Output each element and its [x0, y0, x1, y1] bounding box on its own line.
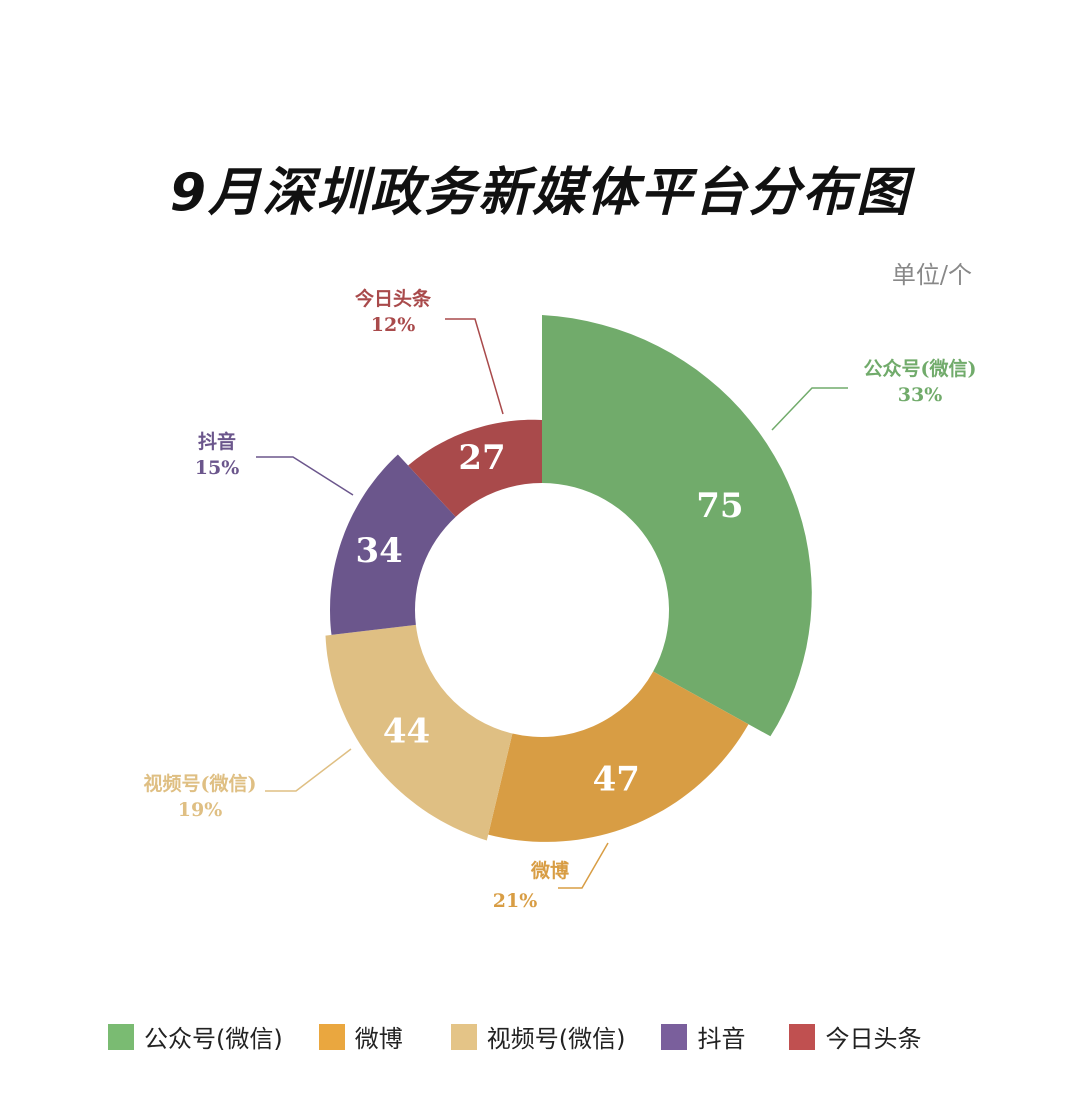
value-label: 75 — [696, 486, 743, 526]
slice-3 — [330, 454, 456, 635]
legend-item: 公众号(微信) — [108, 1019, 283, 1054]
leader-line — [256, 456, 354, 496]
legend-label: 微博 — [354, 1025, 403, 1053]
category-label-0: 公众号(微信) 33% — [840, 356, 1000, 408]
chart-title: 9月深圳政务新媒体平台分布图 — [169, 163, 911, 223]
value-label: 34 — [356, 531, 403, 571]
leader-line — [445, 318, 504, 415]
category-name: 微博 — [530, 860, 569, 882]
legend-item: 微博 — [318, 1019, 403, 1054]
leader-line — [771, 387, 848, 431]
slice-1 — [488, 671, 749, 842]
unit-label: 单位/个 — [891, 261, 972, 289]
value-label: 27 — [458, 438, 505, 478]
category-label-1: 微博 21% — [480, 858, 590, 914]
legend-label: 今日头条 — [825, 1025, 922, 1053]
legend-swatch — [450, 1023, 477, 1050]
leader-line — [558, 842, 609, 889]
legend-label: 抖音 — [697, 1025, 746, 1053]
percent-label: 12% — [370, 314, 416, 336]
legend-item: 今日头条 — [789, 1019, 921, 1054]
legend-label: 视频号(微信) — [486, 1025, 626, 1053]
slice-0 — [542, 315, 812, 737]
percent-label: 33% — [897, 384, 943, 406]
value-label: 44 — [383, 711, 430, 751]
slice-2 — [325, 624, 513, 841]
value-label: 47 — [593, 760, 640, 800]
category-name: 公众号(微信) — [863, 358, 977, 380]
legend-swatch — [108, 1023, 134, 1050]
category-label-2: 视频号(微信) 19% — [120, 771, 280, 823]
legend-swatch — [318, 1023, 345, 1050]
percent-label: 19% — [177, 799, 223, 821]
category-name: 今日头条 — [354, 288, 431, 310]
category-name: 抖音 — [197, 431, 236, 453]
category-name: 视频号(微信) — [143, 773, 257, 795]
slice-4 — [408, 419, 542, 517]
legend-swatch — [789, 1023, 816, 1050]
legend-item: 视频号(微信) — [450, 1019, 626, 1054]
legend-item: 抖音 — [661, 1019, 745, 1054]
category-label-4: 今日头条 12% — [333, 286, 453, 338]
percent-label: 15% — [194, 457, 240, 479]
category-label-3: 抖音 15% — [177, 429, 257, 481]
legend-label: 公众号(微信) — [144, 1025, 283, 1053]
legend: 公众号(微信) 微博 视频号(微信) 抖音 今日头条 — [108, 1019, 957, 1054]
percent-label: 21% — [492, 890, 538, 912]
legend-swatch — [661, 1023, 688, 1050]
leader-line — [265, 748, 352, 792]
